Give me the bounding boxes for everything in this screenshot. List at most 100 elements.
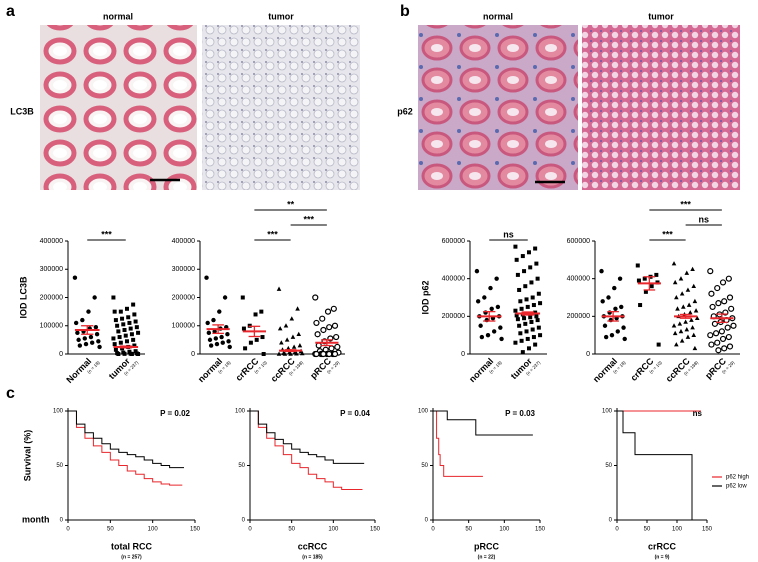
data-point [254, 337, 259, 342]
data-point [708, 290, 715, 297]
data-point [612, 285, 617, 291]
y-tick-label: 200000 [442, 313, 465, 320]
data-point [714, 284, 721, 292]
data-point [92, 295, 97, 300]
data-point [719, 279, 727, 286]
data-point [538, 301, 543, 306]
data-point [112, 309, 117, 314]
data-point [654, 272, 659, 277]
y-tick-label: 600000 [442, 238, 465, 245]
data-point [331, 322, 339, 329]
data-point [730, 322, 737, 329]
data-point [129, 332, 134, 337]
data-point [219, 334, 224, 340]
y-tick-label: 400000 [567, 276, 590, 283]
data-point [671, 323, 677, 328]
y-tick-label: 0 [59, 351, 63, 358]
data-point [289, 316, 295, 321]
data-point [126, 315, 131, 320]
x-tick-label: 50 [644, 527, 651, 533]
data-point [474, 268, 480, 274]
data-point [284, 337, 290, 342]
x-tick-label: 100 [148, 527, 159, 533]
data-point [136, 352, 141, 356]
data-point [602, 323, 608, 328]
data-point [208, 343, 214, 348]
x-tick-label: 50 [465, 527, 472, 533]
data-point [535, 318, 540, 323]
y-tick-label: 0 [461, 351, 465, 358]
data-point [600, 299, 605, 304]
data-point [488, 285, 493, 291]
data-point [690, 325, 695, 330]
data-point [326, 350, 333, 358]
data-point [313, 319, 320, 327]
data-point [485, 332, 491, 338]
data-point [726, 343, 734, 350]
data-point [528, 265, 533, 270]
x-tick-label: 0 [248, 527, 252, 533]
data-point [686, 302, 692, 307]
data-point [715, 347, 722, 354]
data-point [606, 295, 611, 300]
data-point [609, 332, 615, 338]
histology-image [418, 25, 578, 190]
data-point [534, 314, 539, 319]
data-point [226, 339, 231, 344]
y-tick-label: 50 [238, 463, 245, 469]
data-point [291, 344, 297, 349]
significance-label: *** [101, 229, 112, 239]
data-point [248, 340, 253, 345]
data-point [205, 320, 210, 326]
data-point [73, 320, 79, 326]
data-point [222, 295, 228, 300]
chart-title: total RCC [111, 541, 152, 551]
data-point [721, 298, 728, 305]
data-point [531, 335, 536, 340]
survival-curve [250, 410, 365, 464]
data-point [320, 350, 327, 358]
data-point [518, 299, 523, 304]
data-point [642, 276, 647, 281]
data-point [122, 327, 127, 332]
chart-subtitle: (n = 185) [302, 554, 323, 560]
histology-image [582, 25, 740, 190]
y-tick-label: 100000 [40, 323, 63, 330]
data-point [674, 342, 679, 347]
data-point [714, 339, 721, 346]
data-point [97, 344, 102, 350]
data-point [72, 275, 78, 280]
data-point [259, 309, 264, 314]
significance-label: ** [287, 199, 295, 209]
histology-image [202, 25, 360, 190]
data-point [622, 336, 627, 342]
data-point [240, 295, 245, 300]
data-point [241, 326, 246, 331]
x-tick-label: 0 [431, 527, 435, 533]
significance-label: *** [680, 199, 691, 209]
data-point [721, 345, 728, 352]
y-tick-label: 100 [418, 409, 429, 415]
data-point [672, 279, 678, 285]
data-point [111, 336, 116, 341]
data-point [96, 339, 101, 344]
data-point [685, 334, 691, 339]
data-point [692, 298, 698, 304]
stain-label: LC3B [10, 106, 34, 116]
x-tick-label: 50 [288, 527, 295, 533]
y-tick-label: 0 [242, 518, 246, 524]
y-tick-label: 300000 [172, 266, 195, 273]
data-point [77, 343, 83, 348]
data-point [524, 329, 529, 334]
y-tick-label: 200000 [567, 313, 590, 320]
data-point [498, 325, 503, 330]
data-point [718, 328, 725, 335]
significance-label: ns [503, 229, 514, 239]
x-tick-label: 150 [190, 527, 201, 533]
data-point [133, 349, 138, 354]
data-point [131, 337, 136, 342]
significance-label: *** [303, 214, 314, 224]
image-title: tumor [648, 11, 674, 21]
data-point [499, 336, 504, 342]
